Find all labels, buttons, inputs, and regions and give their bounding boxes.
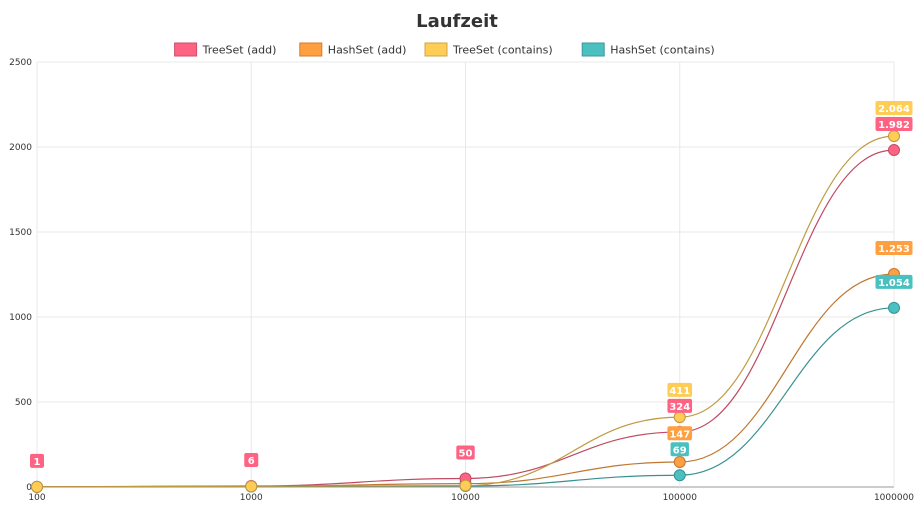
x-axis-ticks: 100 1000 10000 100000 1000000: [28, 493, 914, 503]
data-labels: 1 6 50 69 147 324 411 1.054 1.253 1.982 2.064: [30, 101, 913, 468]
data-label-text: 2.064: [878, 104, 910, 115]
data-label-badge: [670, 442, 689, 457]
data-label-badge: [667, 382, 693, 397]
data-label: 50: [456, 445, 475, 460]
data-label: 1: [30, 453, 44, 468]
data-label: 6: [244, 452, 259, 467]
data-label-badge: [30, 453, 44, 468]
data-label: 1.982: [875, 117, 913, 132]
data-label-badge: [875, 117, 913, 132]
data-label: 69: [670, 442, 689, 457]
y-tick-label: 2000: [9, 143, 32, 153]
legend-swatch: [299, 42, 323, 57]
y-tick-label: 1500: [9, 228, 32, 238]
data-label-text: 411: [669, 386, 690, 397]
x-tick-label: 1000: [240, 493, 263, 503]
data-label: 2.064: [875, 101, 913, 116]
x-tick-label: 1000000: [874, 493, 914, 503]
data-point[interactable]: [245, 480, 258, 493]
data-label: 411: [667, 382, 693, 397]
data-label-badge: [667, 426, 693, 441]
data-label-badge: [875, 274, 913, 289]
grid: [36, 61, 895, 488]
data-label-text: 324: [669, 402, 690, 413]
data-label-badge: [667, 398, 693, 413]
series-line: [36, 135, 895, 488]
data-label-badge: [875, 101, 913, 116]
data-label-text: 1: [34, 457, 41, 468]
x-tick-label: 100000: [663, 493, 698, 503]
legend-item[interactable]: HashSet (contains): [581, 42, 715, 57]
y-tick-label: 0: [26, 483, 32, 493]
data-label-text: 1.982: [878, 120, 910, 131]
data-label-text: 69: [673, 445, 687, 456]
x-tick-label: 100: [28, 493, 45, 503]
data-label: 324: [667, 398, 693, 413]
data-point[interactable]: [888, 130, 900, 143]
data-point[interactable]: [888, 144, 900, 157]
legend-label: HashSet (contains): [610, 44, 714, 57]
legend-swatch: [424, 42, 448, 57]
data-label-badge: [456, 445, 475, 460]
chart-title: Laufzeit: [416, 11, 498, 32]
data-label-text: 147: [669, 429, 690, 440]
legend-swatch: [581, 42, 605, 57]
data-label-badge: [244, 452, 259, 467]
legend-item[interactable]: TreeSet (contains): [424, 42, 553, 57]
data-point[interactable]: [888, 301, 900, 314]
data-label-text: 6: [248, 456, 255, 467]
series-lines: [36, 135, 895, 488]
legend-item[interactable]: HashSet (add): [299, 42, 407, 57]
x-tick-label: 10000: [451, 493, 480, 503]
data-label: 1.054: [875, 274, 913, 289]
data-label: 1.253: [875, 240, 913, 255]
y-tick-label: 1000: [9, 313, 32, 323]
legend-label: TreeSet (contains): [452, 44, 553, 57]
legend-swatch: [174, 42, 198, 57]
data-point[interactable]: [459, 479, 472, 492]
data-label-text: 1.253: [878, 244, 910, 255]
data-label-text: 1.054: [878, 278, 910, 289]
data-point[interactable]: [673, 469, 686, 482]
legend-label: HashSet (add): [328, 44, 407, 57]
data-label-text: 50: [459, 449, 473, 460]
data-label: 147: [667, 426, 693, 441]
data-point[interactable]: [673, 411, 686, 424]
data-point[interactable]: [673, 456, 686, 469]
data-label-badge: [875, 240, 913, 255]
y-axis-ticks: 0 500 1000 1500 2000 2500: [9, 58, 32, 493]
data-point[interactable]: [31, 480, 43, 493]
y-tick-label: 500: [15, 398, 32, 408]
y-tick-label: 2500: [9, 58, 32, 68]
legend[interactable]: TreeSet (add) HashSet (add) TreeSet (conta…: [174, 42, 715, 57]
legend-item[interactable]: TreeSet (add): [174, 42, 277, 57]
legend-label: TreeSet (add): [202, 44, 277, 57]
